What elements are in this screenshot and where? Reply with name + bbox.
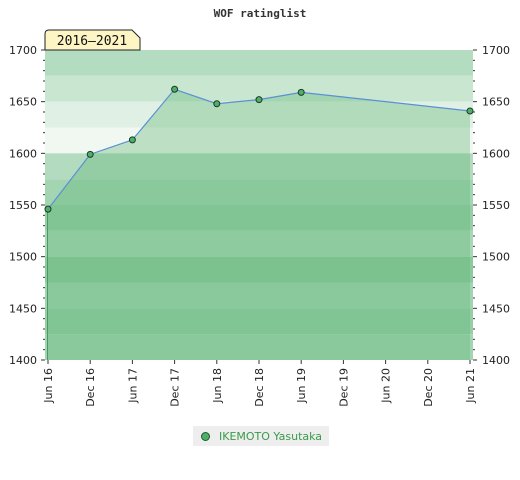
y-tick-label-left: 1550	[9, 199, 37, 212]
y-tick-label-right: 1550	[482, 199, 510, 212]
plot-band	[45, 256, 473, 283]
data-point	[255, 96, 263, 104]
y-tick-label-right: 1650	[482, 96, 510, 109]
x-tick-label: Dec 20	[422, 368, 435, 407]
legend: IKEMOTO Yasutaka	[193, 426, 329, 446]
plot-band	[45, 127, 473, 154]
data-point	[466, 107, 474, 115]
x-tick-label: Jun 17	[126, 368, 139, 404]
x-tick-label: Dec 18	[253, 368, 266, 407]
x-tick-label: Dec 16	[84, 368, 97, 407]
y-tick-label-left: 1400	[9, 354, 37, 367]
y-axis-left-labels: 1700 1650 1600 1550 1500 1450 1400	[9, 44, 37, 367]
data-points	[44, 85, 474, 213]
plot-band	[45, 205, 473, 231]
legend-label: IKEMOTO Yasutaka	[219, 429, 323, 443]
x-axis-labels: Jun 16 Dec 16 Jun 17 Dec 17 Jun 18 Dec 18 Jun …	[42, 368, 477, 407]
x-tick-label: Jun 16	[42, 368, 55, 404]
period-badge: 2016–2021	[44, 29, 141, 51]
plot-band	[45, 179, 473, 205]
y-axis-right-labels: 1700 1650 1600 1550 1500 1450 1400	[482, 44, 510, 367]
plot-band	[45, 101, 473, 128]
x-tick-label: Jun 20	[380, 368, 393, 404]
x-tick-label: Jun 18	[211, 368, 224, 404]
y-tick-label-left: 1450	[9, 302, 37, 315]
x-tick-label: Jun 21	[464, 368, 477, 404]
series-line-path	[47, 88, 471, 210]
plot-bands	[45, 50, 473, 360]
plot-band	[45, 308, 473, 335]
y-tick-label-right: 1450	[482, 302, 510, 315]
plot-band	[45, 334, 473, 360]
area-fill	[47, 89, 470, 361]
tick-marks	[41, 49, 477, 364]
data-point	[297, 88, 305, 96]
y-tick-label-right: 1400	[482, 354, 510, 367]
plot-band	[45, 230, 473, 257]
area-fill-path	[48, 89, 470, 361]
y-tick-label-left: 1600	[9, 147, 37, 160]
y-tick-label-right: 1600	[482, 147, 510, 160]
legend-marker-icon	[201, 431, 210, 441]
period-badge-label: 2016–2021	[57, 34, 127, 49]
x-tick-label: Dec 19	[337, 368, 350, 407]
y-tick-label-left: 1500	[9, 251, 37, 264]
y-tick-label-right: 1700	[482, 44, 510, 57]
data-point	[171, 85, 179, 93]
data-point	[44, 205, 52, 213]
chart-title: WOF ratinglist	[214, 7, 307, 20]
data-point	[213, 100, 221, 108]
series-line	[47, 88, 471, 210]
plot-band	[45, 153, 473, 180]
y-tick-label-left: 1700	[9, 44, 37, 57]
plot-band	[45, 50, 473, 76]
data-point	[128, 136, 136, 144]
y-tick-label-right: 1500	[482, 251, 510, 264]
y-tick-label-left: 1650	[9, 96, 37, 109]
x-tick-label: Dec 17	[169, 368, 182, 407]
x-tick-label: Jun 19	[295, 368, 308, 404]
data-point	[86, 150, 94, 158]
plot-band	[45, 282, 473, 309]
